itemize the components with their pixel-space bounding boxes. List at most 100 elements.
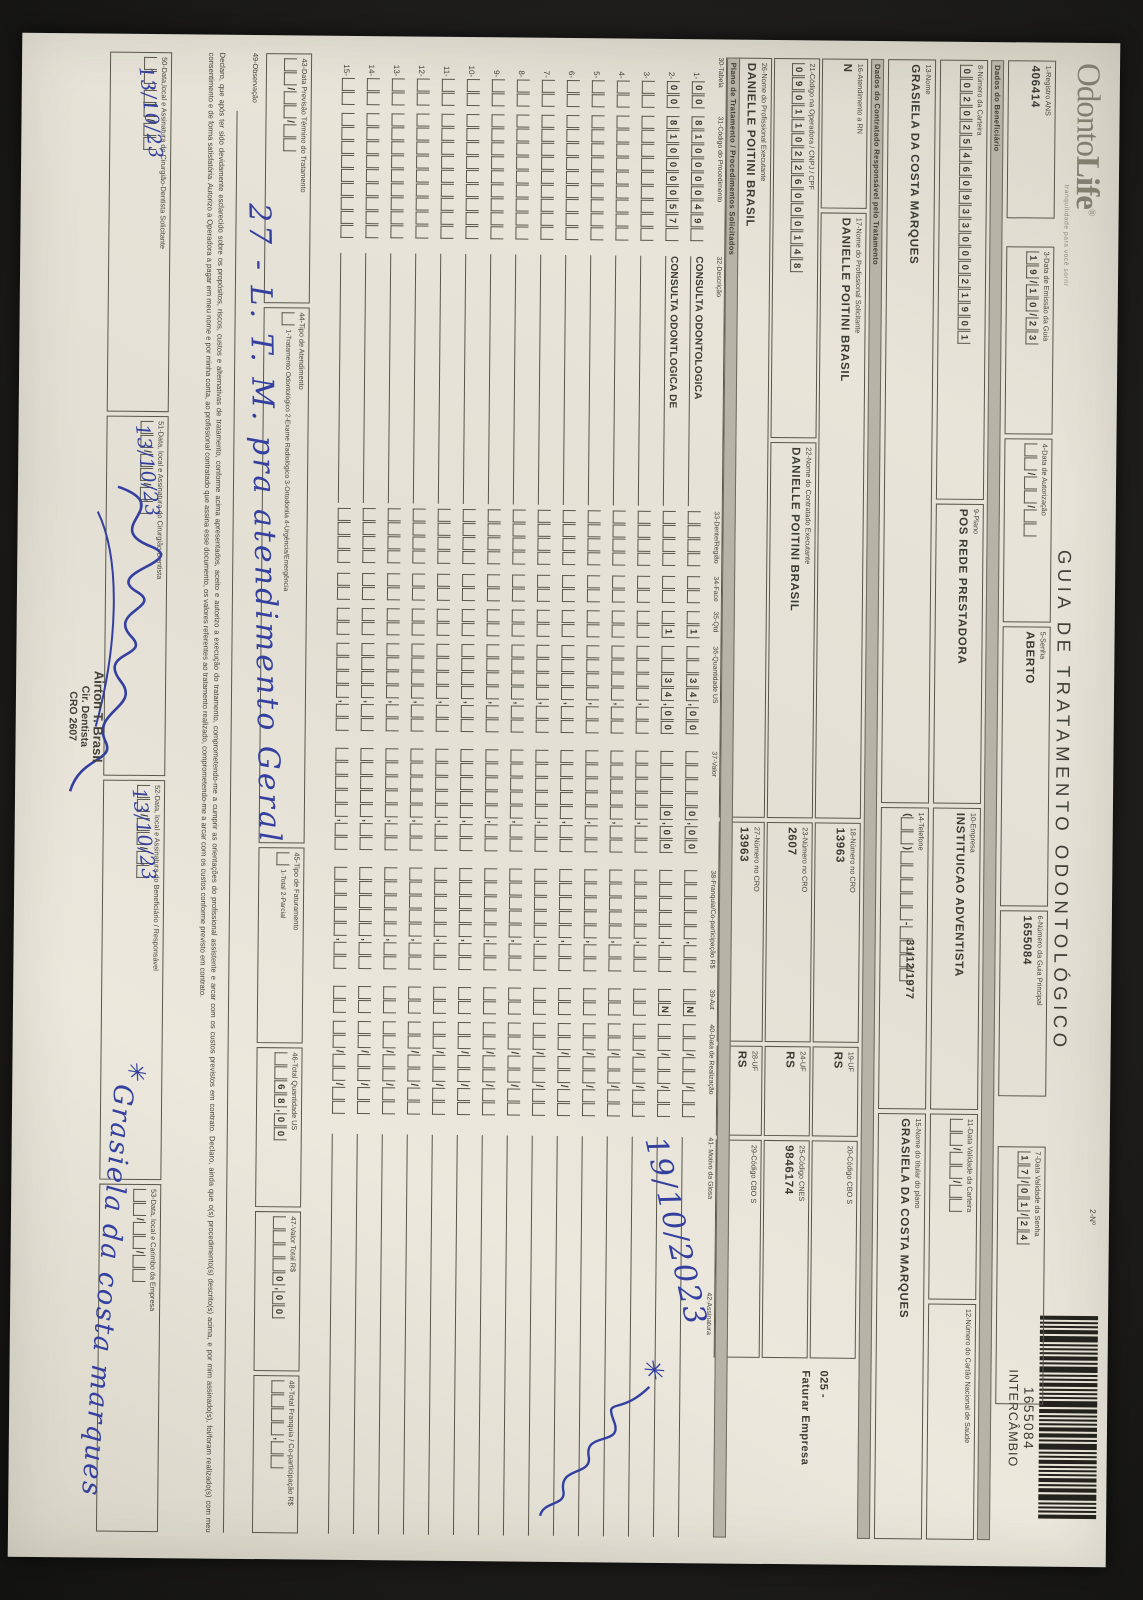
cell-separator: , xyxy=(461,701,473,704)
cell-separator: / xyxy=(950,1147,962,1151)
dentist-stamp: Airton T. Brasil Cir. Dentista CRO 2607 xyxy=(66,670,107,763)
digit-cell xyxy=(949,1184,963,1198)
digit-cell xyxy=(582,1088,596,1102)
digit-cell xyxy=(358,923,372,937)
digit-cell xyxy=(358,941,372,955)
digit-cell xyxy=(532,1088,546,1102)
digit-cell xyxy=(686,590,701,604)
digit-cell xyxy=(411,671,425,685)
digit-cell xyxy=(410,718,424,732)
digit-cell xyxy=(412,508,426,522)
digit-cell xyxy=(334,822,348,836)
digit-cell xyxy=(333,922,347,936)
digit-cell xyxy=(459,837,473,851)
digit-cell xyxy=(357,1000,372,1014)
digit-cell xyxy=(510,763,524,777)
digit-cell xyxy=(606,1102,621,1117)
digit-cell: 1 xyxy=(791,119,805,133)
digit-cell xyxy=(660,764,674,779)
digit-cell xyxy=(636,589,651,603)
digit-cell xyxy=(509,824,523,838)
digit-cell: 3 xyxy=(1025,330,1039,345)
digit-cell xyxy=(390,183,404,197)
digit-cell xyxy=(608,897,623,911)
digit-cell: 2 xyxy=(1016,1216,1031,1231)
digit-cell xyxy=(486,658,500,672)
procedure-description xyxy=(562,254,581,506)
digit-cell xyxy=(337,535,351,549)
cell-separator: / xyxy=(133,1217,145,1221)
digit-cell xyxy=(272,1230,286,1244)
digit-cell xyxy=(415,197,429,211)
digit-cell xyxy=(535,777,549,791)
digit-cell xyxy=(509,868,523,882)
digit-cell xyxy=(508,957,522,971)
digit-cell xyxy=(611,673,625,687)
digit-cell: 0 xyxy=(1025,298,1039,312)
digit-cell xyxy=(686,611,700,625)
digit-cell xyxy=(341,154,355,168)
digit-cell xyxy=(132,1202,147,1217)
digit-cell xyxy=(387,508,401,522)
digit-cell xyxy=(560,719,574,733)
handwritten-asterisk-beneficiario: ✳ xyxy=(121,1059,151,1081)
digit-cell xyxy=(612,524,626,538)
digit-cell xyxy=(608,958,622,972)
digit-cell xyxy=(582,1023,596,1037)
digit-cell xyxy=(640,227,654,241)
digit-cell xyxy=(683,944,697,959)
cell-separator: / xyxy=(433,1083,445,1087)
digit-cell xyxy=(466,142,480,156)
digit-cell xyxy=(382,1068,396,1082)
digit-cell xyxy=(612,552,626,566)
digit-cell xyxy=(582,1055,596,1070)
digit-cell xyxy=(587,538,601,552)
digit-cell xyxy=(611,645,625,659)
cell-separator: / xyxy=(358,1050,370,1053)
field-codigo-cnes: 25-Código CNES 9846174 xyxy=(761,1139,810,1359)
digit-cell xyxy=(636,624,650,638)
cell-separator: / xyxy=(383,1050,395,1054)
digit-cell xyxy=(540,212,554,226)
digit-cell xyxy=(360,762,374,776)
digit-cell xyxy=(416,155,430,169)
digit-cell xyxy=(532,1001,547,1015)
digit-cell xyxy=(582,1002,597,1016)
cell-separator: , xyxy=(534,939,546,943)
field-atendimento-rn: 16-Atendimento a RN N xyxy=(820,58,869,209)
cell-separator: , xyxy=(409,938,421,942)
digit-cell xyxy=(412,550,426,564)
digit-cell xyxy=(416,78,430,92)
digit-cell xyxy=(460,704,474,718)
digit-cell: 9 xyxy=(957,302,971,316)
cell-separator: , xyxy=(484,939,496,943)
typed-margin-note: 025 - Faturar Empresa xyxy=(799,1370,830,1466)
digit-cell xyxy=(657,1056,671,1070)
digit-cell xyxy=(409,823,423,837)
digit-cell xyxy=(684,884,698,898)
digit-cell xyxy=(366,78,380,92)
digit-cell xyxy=(385,776,399,790)
cell-separator: / xyxy=(658,1052,670,1056)
digit-cell xyxy=(533,924,547,938)
procedure-description xyxy=(337,252,356,503)
procedure-description xyxy=(462,254,481,505)
digit-cell xyxy=(384,804,398,818)
digit-cell xyxy=(485,749,499,763)
field-senha: 5-Senha ABERTO xyxy=(1000,626,1051,907)
digit-cell xyxy=(435,685,450,699)
digit-cell xyxy=(558,924,572,939)
digit-cell xyxy=(486,588,501,602)
field-profissional-solicitante: 17-Nome do Profissional Solicitante DANIE… xyxy=(814,212,867,819)
digit-cell: 1 xyxy=(661,624,675,639)
digit-cell xyxy=(661,610,675,625)
digit-cell xyxy=(662,524,676,539)
digit-cell xyxy=(415,211,429,225)
digit-cell xyxy=(558,910,572,925)
digit-cell xyxy=(590,199,604,213)
digit-cell xyxy=(461,672,475,686)
digit-cell xyxy=(609,883,623,897)
digit-cell xyxy=(387,522,401,536)
digit-cell xyxy=(616,80,630,94)
digit-cell: 0 xyxy=(685,706,699,721)
